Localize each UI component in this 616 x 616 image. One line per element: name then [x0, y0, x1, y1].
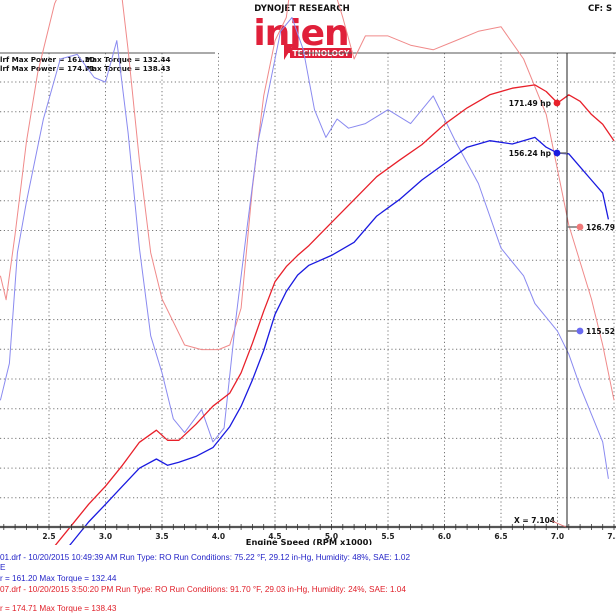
x-tick-label: 4.0 — [212, 532, 225, 541]
max-values-run2: lrf Max Power = 174.71 Max Torque = 138.… — [0, 64, 170, 73]
value-marker-dot — [576, 223, 584, 231]
max-torque-value: 132.44 — [142, 55, 171, 64]
chart-markers: 171.49 hp 156.24 hp 126.79 l 115.52 l — [509, 99, 616, 336]
chart-title: DYNOJET RESEARCH — [254, 4, 350, 14]
x-tick-label: 2.5 — [42, 532, 55, 541]
x-axis-label: Engine Speed (RPM x1000) — [246, 537, 373, 545]
run2-max-values: r = 174.71 Max Torque = 138.43 — [0, 604, 117, 613]
chart-grid — [0, 53, 616, 527]
cursor-value-label: X = 7.104 — [514, 516, 555, 525]
chart-series — [0, 0, 615, 545]
series-line — [69, 136, 610, 545]
x-tick-label: 7.0 — [551, 532, 564, 541]
series-line — [0, 17, 609, 479]
value-marker-label: 156.24 hp — [509, 149, 552, 158]
correction-factor-label: CF: S — [588, 4, 613, 14]
x-tick-label: 6.0 — [438, 532, 451, 541]
value-marker-dot — [553, 149, 561, 157]
max-torque-label: Max Torque = — [85, 55, 143, 64]
x-axis: 2.5 3.0 3.5 4.0 4.5 5.0 5.5 6.0 6.5 7.0 7.5 — [0, 524, 616, 541]
max-power-label: lrf Max Power = — [0, 55, 68, 64]
x-tick-label: 4.5 — [268, 532, 281, 541]
cursor-label-pointer — [551, 520, 567, 528]
max-power-label: lrf Max Power = — [0, 64, 68, 73]
run1-max-values: r = 161.20 Max Torque = 132.44 — [0, 574, 117, 583]
x-tick-label: 3.0 — [99, 532, 112, 541]
series-line — [54, 84, 615, 545]
value-marker-label: 126.79 l — [586, 223, 616, 232]
value-marker-label: 171.49 hp — [509, 99, 552, 108]
run1-info: 01.drf - 10/20/2015 10:49:39 AM Run Type… — [0, 553, 411, 562]
logo-text: injen — [253, 14, 348, 54]
max-power-value: 174.71 — [67, 64, 95, 73]
x-tick-label: 3.5 — [155, 532, 168, 541]
run2-info: 07.drf - 10/20/2015 3:50:20 PM Run Type:… — [0, 585, 406, 594]
value-marker-label: 115.52 l — [586, 327, 616, 336]
max-torque-value: 138.43 — [142, 64, 171, 73]
value-marker-dot — [553, 99, 561, 107]
dyno-chart: 2.5 3.0 3.5 4.0 4.5 5.0 5.5 6.0 6.5 7.0 7.5 171.49… — [0, 0, 616, 545]
x-tick-label: 6.5 — [494, 532, 507, 541]
max-torque-label: Max Torque = — [85, 64, 143, 73]
x-tick-label: 5.5 — [381, 532, 394, 541]
series-line — [0, 0, 615, 401]
x-tick-label: 7.5 — [607, 532, 616, 541]
x-tick-label: 5.0 — [325, 532, 338, 541]
run1-info-line2: E — [0, 563, 6, 572]
value-marker-dot — [576, 327, 584, 335]
